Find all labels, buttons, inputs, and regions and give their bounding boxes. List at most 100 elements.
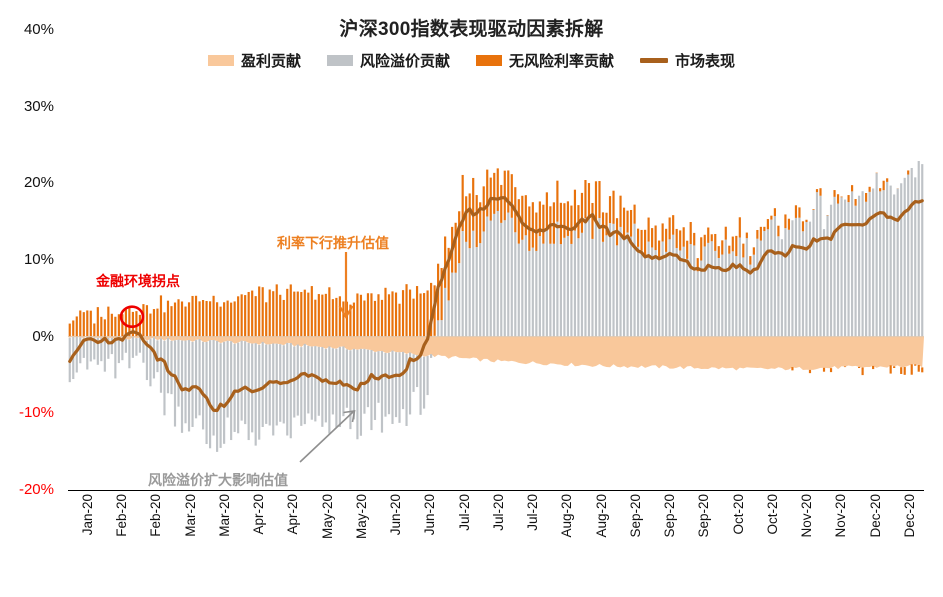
bar-risk-premium	[82, 338, 85, 358]
bar-risk-premium	[791, 220, 794, 337]
bar-risk-premium	[524, 235, 527, 337]
bar-risk-premium	[629, 236, 633, 337]
bar-risk-premium	[528, 250, 531, 337]
bar-risk-free-rate	[363, 300, 366, 337]
bar-risk-premium	[917, 161, 920, 337]
bar-risk-premium	[622, 238, 626, 337]
bar-risk-free-rate	[910, 364, 913, 375]
up-right-arrow-icon	[299, 410, 356, 463]
bar-risk-premium	[886, 181, 889, 337]
bar-risk-free-rate	[373, 300, 377, 337]
bar-risk-free-rate	[247, 291, 250, 337]
x-axis-tick: Dec-20	[901, 494, 917, 538]
bar-risk-premium	[815, 192, 819, 337]
market-performance-line	[68, 196, 924, 413]
bar-risk-free-rate	[598, 181, 601, 218]
bar-risk-premium	[493, 213, 496, 337]
plot-area	[68, 30, 924, 490]
bar-risk-premium	[910, 167, 913, 337]
bar-risk-premium	[342, 346, 345, 417]
y-axis-tick: 20%	[23, 174, 54, 192]
x-axis-tick: Dec-20	[867, 494, 883, 538]
bar-risk-free-rate	[387, 294, 391, 337]
bar-risk-free-rate	[152, 309, 156, 337]
x-axis-tick: Feb-20	[114, 494, 130, 537]
bar-risk-premium	[735, 256, 738, 337]
legend-label-market-performance: 市场表现	[675, 53, 736, 70]
bar-risk-premium	[619, 226, 622, 337]
bar-risk-premium	[219, 343, 222, 448]
bar-risk-free-rate	[770, 215, 773, 220]
bar-risk-premium	[422, 356, 426, 409]
bar-risk-premium	[426, 355, 429, 396]
bar-risk-premium	[843, 199, 847, 337]
bar-risk-free-rate	[510, 174, 513, 218]
bar-risk-free-rate	[233, 301, 236, 337]
x-axis-tick: Sep-20	[627, 494, 643, 538]
bar-risk-free-rate	[773, 208, 776, 217]
bar-risk-premium	[542, 243, 545, 337]
bar-risk-free-rate	[738, 217, 741, 238]
bar-risk-premium	[742, 257, 745, 337]
bar-risk-premium	[419, 354, 422, 415]
bar-risk-free-rate	[110, 313, 113, 337]
bar-risk-premium	[780, 239, 784, 337]
bar-risk-premium	[170, 340, 173, 395]
bar-risk-free-rate	[759, 226, 762, 241]
bar-risk-free-rate	[714, 233, 717, 251]
bar-risk-free-rate	[822, 367, 826, 372]
bar-risk-premium	[100, 337, 103, 362]
legend-item-risk-premium: 风险溢价贡献	[326, 50, 450, 71]
bar-risk-free-rate	[208, 301, 212, 337]
bar-risk-free-rate	[587, 183, 591, 218]
bar-risk-premium	[173, 340, 177, 427]
bar-risk-free-rate	[644, 229, 647, 257]
bar-risk-free-rate	[735, 235, 738, 257]
bar-risk-free-rate	[447, 247, 450, 301]
bar-risk-free-rate	[766, 219, 769, 230]
bar-risk-free-rate	[100, 316, 103, 337]
bar-risk-free-rate	[89, 310, 92, 337]
bar-risk-free-rate	[103, 319, 106, 337]
bar-risk-free-rate	[531, 202, 534, 248]
bar-risk-free-rate	[454, 222, 457, 273]
x-axis-tick: Jul-20	[525, 494, 541, 531]
bar-risk-premium	[714, 250, 717, 337]
bar-risk-premium	[380, 351, 384, 433]
bar-risk-premium	[387, 352, 391, 415]
bar-risk-premium	[651, 247, 654, 337]
legend-swatch-earnings	[207, 55, 234, 66]
bar-risk-free-rate	[331, 299, 334, 337]
bar-risk-premium	[801, 231, 805, 337]
bar-risk-free-rate	[914, 364, 917, 366]
x-axis-tick: May-20	[319, 494, 335, 540]
bar-risk-premium	[110, 337, 113, 355]
bar-risk-premium	[233, 343, 236, 432]
y-axis-tick: -20%	[18, 481, 54, 498]
bar-risk-free-rate	[317, 294, 320, 337]
bar-risk-premium	[896, 188, 899, 337]
bar-risk-free-rate	[240, 294, 243, 337]
bar-risk-free-rate	[640, 229, 643, 251]
bar-risk-premium	[373, 352, 377, 420]
bar-risk-premium	[668, 239, 671, 337]
bar-risk-free-rate	[728, 245, 731, 254]
bar-risk-premium	[247, 342, 250, 441]
bar-risk-free-rate	[651, 228, 654, 248]
bar-risk-free-rate	[265, 302, 268, 337]
bar-risk-free-rate	[328, 287, 331, 337]
bar-risk-free-rate	[724, 226, 727, 240]
bar-risk-free-rate	[808, 369, 812, 374]
bar-risk-free-rate	[854, 199, 857, 206]
bar-risk-premium	[847, 202, 850, 337]
bar-risk-free-rate	[170, 306, 173, 337]
bar-risk-premium	[507, 212, 510, 337]
bar-risk-premium	[510, 217, 513, 337]
bar-risk-premium	[854, 205, 857, 337]
bar-risk-premium	[573, 230, 577, 337]
bar-risk-free-rate	[282, 299, 285, 337]
bar-risk-premium	[201, 341, 205, 430]
bar-risk-premium	[363, 348, 366, 414]
bar-risk-free-rate	[668, 217, 671, 240]
bar-risk-free-rate	[184, 306, 187, 337]
